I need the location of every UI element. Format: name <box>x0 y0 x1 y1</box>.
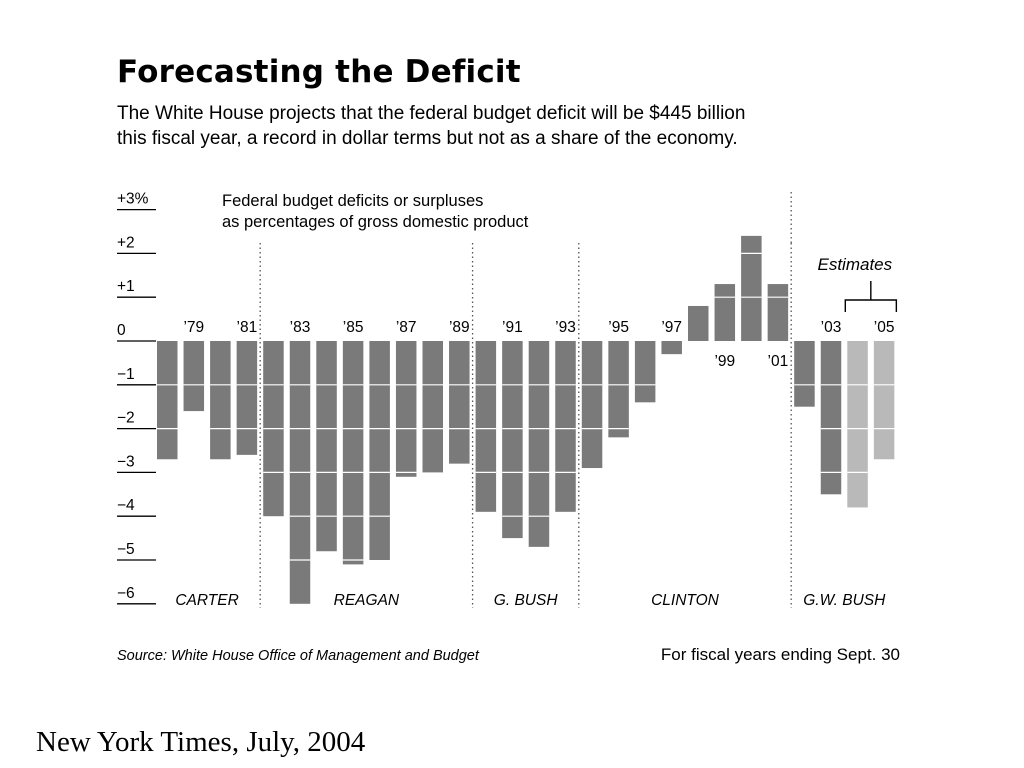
y-tick-label: 0 <box>117 322 126 339</box>
bar-1988 <box>422 341 443 473</box>
x-tick-label: ’91 <box>502 319 523 336</box>
bar-1994 <box>581 341 603 469</box>
estimates-annotation: Estimates <box>818 255 898 312</box>
y-tick-label: +3% <box>117 191 149 208</box>
x-tick-label: ’83 <box>290 319 311 336</box>
bar-1997 <box>661 341 682 355</box>
x-tick-label: ’79 <box>183 319 204 336</box>
bars <box>157 235 895 604</box>
bar-1995 <box>608 341 629 438</box>
bar-1999 <box>714 284 736 341</box>
x-tick-label: ’99 <box>714 353 735 370</box>
chart-subtitle-line-2: this fiscal year, a record in dollar ter… <box>117 128 738 149</box>
y-tick-label: −3 <box>117 453 135 470</box>
x-tick-label: ’89 <box>449 319 470 336</box>
bar-1984 <box>316 341 337 552</box>
x-tick-labels: ’79 ’81 ’83 ’85 ’87 ’89 ’91 ’93 ’95 ’97 ’99 ’01 ’03 ’… <box>183 319 894 370</box>
administration-label: CLINTON <box>651 592 720 609</box>
x-tick-label: ’03 <box>821 319 842 336</box>
bar-1987 <box>395 341 417 477</box>
x-tick-label: ’01 <box>768 353 789 370</box>
administration-labels: CARTER REAGAN G. BUSH CLINTON G.W. BUSH <box>175 592 886 609</box>
bar-1985 <box>342 341 364 565</box>
figure-caption: New York Times, July, 2004 <box>36 726 366 758</box>
bar-2003 <box>820 341 842 495</box>
source-note: Source: White House Office of Management… <box>117 648 480 664</box>
bar-1980 <box>210 341 231 460</box>
y-tick-label: +2 <box>117 234 135 251</box>
x-tick-label: ’97 <box>661 319 682 336</box>
chart-subtitle: The White House projects that the federa… <box>117 101 917 151</box>
bar-1978 <box>157 341 178 460</box>
administration-dividers <box>259 192 792 608</box>
bar-1996 <box>634 341 656 403</box>
chart-annotation-line-2: as percentages of gross domestic product <box>222 213 529 231</box>
estimates-bracket <box>844 281 898 312</box>
bar-1990 <box>475 341 497 512</box>
deficit-bar-chart: +3%+2+10−1−2−3−4−5−6 ’79’81’83’85’87’89’… <box>117 191 900 664</box>
bar-1991 <box>502 341 523 539</box>
x-tick-label: ’05 <box>874 319 895 336</box>
bar-2005 <box>873 341 895 460</box>
bar-1992 <box>528 341 550 547</box>
y-tick-label: −1 <box>117 366 135 383</box>
y-tick-label: −6 <box>117 585 135 602</box>
bar-1993 <box>555 341 576 512</box>
x-tick-label: ’85 <box>343 319 364 336</box>
x-tick-label: ’81 <box>237 319 258 336</box>
y-tick-label: −5 <box>117 541 135 558</box>
chart-annotation-line-1: Federal budget deficits or surpluses <box>222 192 483 210</box>
x-tick-label: ’95 <box>608 319 629 336</box>
administration-label: G.W. BUSH <box>803 592 886 609</box>
bar-2000 <box>741 235 762 341</box>
fiscal-year-note: For fiscal years ending Sept. 30 <box>661 645 900 664</box>
x-tick-label: ’87 <box>396 319 417 336</box>
y-tick-label: −4 <box>117 497 135 514</box>
bar-1998 <box>688 305 709 341</box>
bar-1979 <box>183 341 205 412</box>
bar-1989 <box>449 341 470 464</box>
bar-1986 <box>369 341 390 560</box>
x-tick-label: ’93 <box>555 319 576 336</box>
bar-1981 <box>236 341 258 455</box>
bar-2001 <box>767 284 789 341</box>
y-tick-label: −2 <box>117 410 135 427</box>
estimates-label: Estimates <box>818 255 893 274</box>
bar-2004 <box>847 341 868 508</box>
administration-label: REAGAN <box>334 592 400 609</box>
chart-subtitle-line-1: The White House projects that the federa… <box>117 103 746 124</box>
y-axis: +3% +2 +1 0 −1 −2 −3 −4 −5 −6 <box>117 191 156 605</box>
chart-title: Forecasting the Deficit <box>117 54 521 90</box>
administration-label: G. BUSH <box>494 592 559 609</box>
y-tick-label: +1 <box>117 278 135 295</box>
bar-2002 <box>794 341 815 407</box>
administration-label: CARTER <box>175 592 238 609</box>
